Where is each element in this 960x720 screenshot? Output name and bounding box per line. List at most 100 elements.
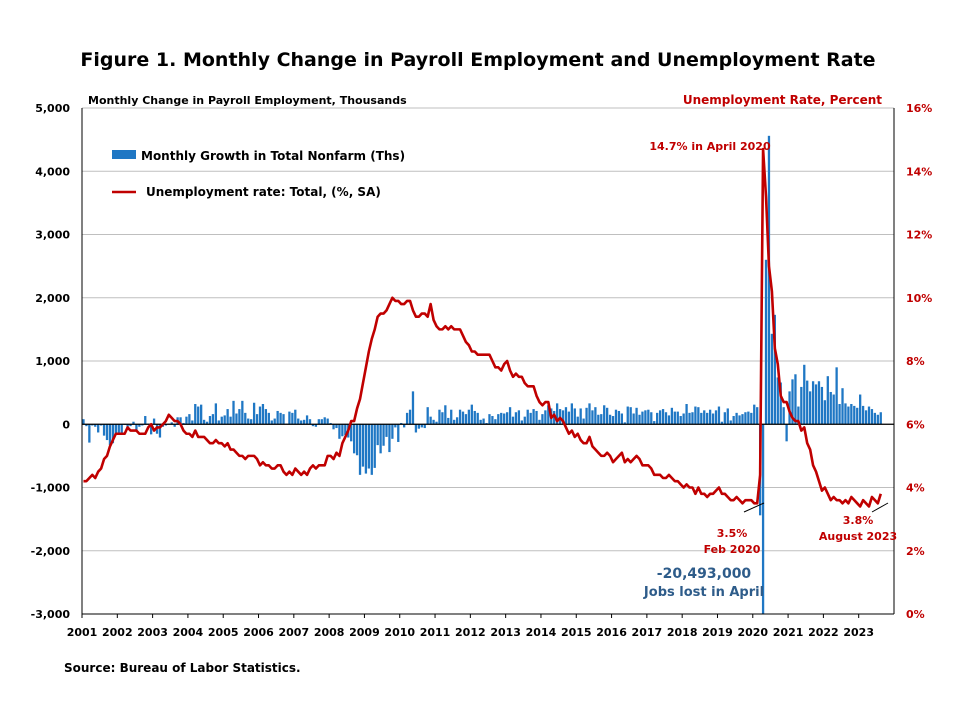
- annotation-feb-value: 3.5%: [717, 527, 748, 540]
- bar: [644, 410, 647, 425]
- bar: [214, 403, 218, 425]
- bar: [291, 412, 294, 425]
- bar: [288, 411, 291, 425]
- bar: [685, 404, 688, 425]
- bar: [544, 410, 547, 425]
- right-tick-label: 6%: [906, 418, 925, 431]
- bar: [261, 404, 265, 425]
- bar: [785, 424, 788, 442]
- bar: [179, 417, 182, 425]
- bar: [594, 407, 597, 425]
- x-tick-label: 2016: [596, 626, 627, 639]
- bar: [164, 424, 167, 426]
- bar: [385, 424, 388, 437]
- bar: [873, 412, 877, 425]
- bar: [611, 416, 615, 425]
- bar: [352, 424, 356, 454]
- bar: [814, 384, 818, 425]
- bar: [108, 424, 112, 446]
- bar: [141, 424, 144, 426]
- bar: [823, 400, 827, 425]
- bar: [170, 422, 173, 425]
- bar: [800, 386, 803, 425]
- left-axis-label: Monthly Change in Payroll Employment, Th…: [88, 94, 407, 107]
- bar: [447, 417, 450, 425]
- x-tick-label: 2007: [279, 626, 310, 639]
- x-tick-label: 2001: [67, 626, 98, 639]
- bar: [258, 406, 262, 425]
- bar: [567, 411, 571, 425]
- x-tick-label: 2015: [561, 626, 592, 639]
- bar: [91, 424, 94, 426]
- right-tick-label: 10%: [906, 292, 932, 305]
- bar: [582, 418, 585, 425]
- x-tick-label: 2014: [526, 626, 557, 639]
- bar: [350, 424, 353, 442]
- bar: [511, 416, 515, 425]
- unemployment-rate-line: [83, 147, 883, 508]
- bar: [561, 410, 565, 425]
- right-tick-label: 16%: [906, 102, 932, 115]
- bar: [720, 421, 724, 425]
- bar: [488, 414, 491, 425]
- bar: [129, 424, 132, 427]
- bar: [194, 404, 197, 425]
- bar: [117, 424, 120, 433]
- bar: [441, 412, 444, 425]
- x-tick-label: 2021: [773, 626, 804, 639]
- bar: [241, 400, 244, 425]
- bar: [829, 391, 832, 425]
- x-tick-label: 2005: [208, 626, 239, 639]
- payroll-bars: [82, 135, 882, 614]
- bar: [423, 424, 426, 429]
- bar: [450, 409, 453, 425]
- bar: [861, 405, 865, 425]
- bar: [264, 409, 268, 425]
- bar: [670, 407, 674, 425]
- bar: [391, 424, 394, 439]
- bar: [479, 419, 482, 425]
- bar: [679, 416, 682, 425]
- bar: [82, 419, 85, 425]
- bar: [576, 416, 579, 425]
- bar: [764, 259, 768, 425]
- bar: [300, 420, 303, 425]
- bar: [329, 422, 332, 425]
- bar: [458, 409, 462, 425]
- bar: [826, 376, 829, 425]
- bar: [614, 409, 618, 425]
- bar: [859, 394, 862, 425]
- bar: [335, 424, 338, 429]
- right-tick-labels: 0% 2% 4% 6% 8% 10% 12% 14% 16%: [906, 102, 932, 621]
- bar: [791, 379, 794, 425]
- bar: [435, 421, 438, 425]
- left-tick-label: 0: [62, 418, 70, 431]
- bar: [532, 409, 535, 425]
- right-tick-label: 2%: [906, 545, 925, 558]
- bar: [376, 424, 379, 446]
- bar: [467, 409, 471, 425]
- bar: [735, 412, 738, 425]
- bar: [414, 424, 418, 433]
- bar: [708, 409, 712, 425]
- bar: [832, 394, 835, 425]
- bar: [820, 386, 824, 425]
- bar: [856, 407, 859, 425]
- bar: [429, 416, 432, 425]
- bar: [279, 412, 282, 425]
- bar: [841, 388, 844, 425]
- bar: [379, 424, 382, 454]
- x-tick-label: 2006: [243, 626, 274, 639]
- bar: [664, 412, 668, 425]
- bar: [138, 424, 141, 427]
- bar: [579, 408, 582, 425]
- bar: [500, 412, 503, 425]
- bar: [700, 412, 703, 425]
- bar: [158, 424, 162, 438]
- bar: [629, 407, 632, 425]
- annotation-feb-arrow: [743, 502, 765, 513]
- bar: [620, 413, 624, 425]
- x-tick-label: 2019: [702, 626, 733, 639]
- bar: [482, 418, 485, 425]
- bar: [217, 420, 220, 425]
